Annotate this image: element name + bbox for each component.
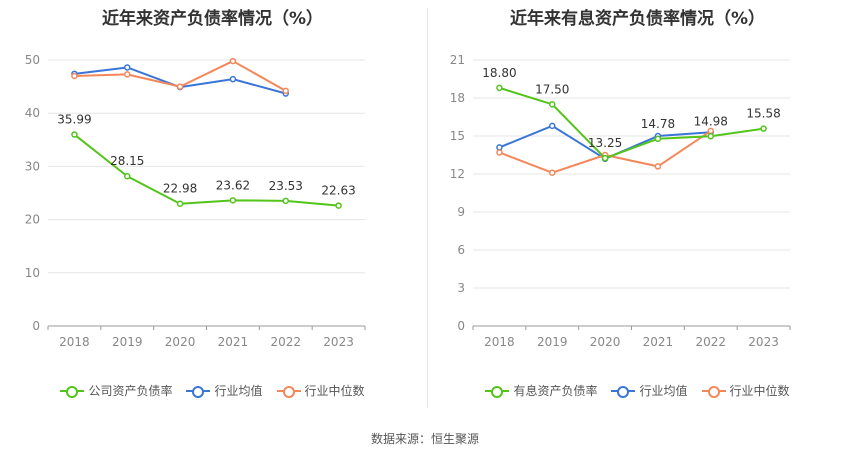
data-point: [282, 87, 289, 95]
legend-swatch: [276, 385, 301, 398]
data-label: 23.62: [216, 178, 250, 192]
chart-title: 近年来有息资产负债率情况（%）: [509, 9, 766, 29]
legend-item[interactable]: 行业均值: [611, 382, 688, 399]
legend-label: 行业均值: [214, 384, 263, 398]
x-tick-label: 2022: [695, 335, 726, 349]
data-point: [654, 163, 662, 170]
series-line: [499, 86, 764, 160]
y-tick-label: 21: [450, 53, 465, 67]
data-label: 17.50: [535, 82, 569, 96]
legend-item[interactable]: 行业中位数: [701, 382, 790, 399]
x-tick-label: 2019: [112, 335, 143, 349]
y-tick-label: 40: [25, 106, 40, 120]
data-label: 14.78: [641, 117, 675, 131]
chart-legend: 公司资产负债率 行业均值 行业中位数: [0, 382, 425, 399]
data-point: [71, 131, 78, 138]
series-line: [73, 133, 339, 207]
data-label: 22.98: [163, 182, 197, 196]
legend-swatch: [701, 385, 726, 398]
x-tick-label: 2022: [270, 335, 301, 349]
data-label: 18.80: [482, 66, 516, 80]
chart-panel-interest-debt-ratio: 近年来有息资产负债率情况（%） 0 3 6 9 12 15 18 21 2018 2019 2020…: [425, 0, 850, 410]
data-label: 28.15: [110, 154, 144, 168]
y-tick-label: 30: [25, 159, 40, 173]
legend-item[interactable]: 行业中位数: [276, 382, 365, 399]
legend-swatch: [485, 385, 510, 398]
data-point: [549, 101, 556, 108]
x-tick-label: 2023: [748, 335, 779, 349]
data-point: [229, 57, 237, 65]
legend-item[interactable]: 行业均值: [186, 382, 263, 399]
chart-title: 近年来资产负债率情况（%）: [101, 9, 324, 29]
data-point: [707, 127, 714, 135]
data-point: [654, 135, 662, 143]
chart-legend: 有息资产负债率 行业均值 行业中位数: [425, 382, 850, 399]
data-label: 13.25: [588, 136, 622, 150]
x-tick-label: 2018: [59, 335, 90, 349]
x-tick-label: 2021: [643, 335, 674, 349]
data-point: [124, 64, 131, 71]
legend-swatch: [60, 385, 85, 398]
data-point: [760, 125, 767, 132]
legend-swatch: [186, 385, 211, 398]
y-tick-label: 20: [25, 213, 40, 227]
data-point: [549, 122, 556, 130]
chart-plot: 0 10 20 30 40 50 2018 2019 2020 2021 2022 2023 35.99…: [25, 53, 366, 349]
y-tick-label: 10: [25, 266, 40, 280]
chart-panel-debt-ratio: 近年来资产负债率情况（%） 0 10 20 30 40 50 2018 2019 2020 202…: [0, 0, 425, 410]
x-tick-label: 2020: [590, 335, 621, 349]
legend-swatch: [611, 385, 636, 398]
legend-item[interactable]: 公司资产负债率: [60, 382, 172, 399]
y-tick-label: 3: [457, 281, 465, 295]
chart-plot: 0 3 6 9 12 15 18 21 2018 2019 2020 2021 2022 2023 18.8…: [450, 53, 791, 349]
data-label: 15.58: [746, 107, 780, 121]
data-source-footer: 数据来源：恒生聚源: [370, 432, 479, 446]
data-point: [496, 149, 503, 156]
y-tick-label: 50: [25, 53, 40, 67]
legend-label: 行业均值: [639, 384, 688, 398]
panel-divider: [427, 8, 428, 408]
y-tick-label: 0: [457, 319, 465, 333]
legend-label: 行业中位数: [304, 384, 365, 398]
y-tick-label: 9: [457, 205, 465, 219]
data-point: [176, 83, 184, 90]
y-tick-label: 18: [450, 91, 465, 105]
data-point: [229, 75, 237, 83]
legend-label: 行业中位数: [729, 384, 790, 398]
data-label: 35.99: [57, 113, 91, 127]
legend-label: 公司资产负债率: [88, 384, 173, 398]
data-point: [496, 84, 503, 92]
legend-item[interactable]: 有息资产负债率: [485, 382, 597, 399]
data-point: [176, 200, 184, 207]
data-label: 14.98: [694, 114, 728, 128]
data-point: [71, 72, 78, 80]
data-point: [707, 133, 714, 140]
data-point: [601, 154, 609, 162]
legend-label: 有息资产负债率: [513, 384, 598, 398]
x-tick-label: 2018: [484, 335, 515, 349]
y-tick-label: 6: [457, 243, 465, 257]
data-point: [229, 197, 237, 204]
data-point: [496, 144, 503, 151]
y-tick-label: 12: [450, 167, 465, 181]
data-label: 22.63: [321, 184, 355, 198]
y-tick-label: 0: [32, 319, 40, 333]
data-point: [335, 202, 342, 209]
x-tick-label: 2020: [165, 335, 196, 349]
data-label: 23.53: [269, 179, 303, 193]
x-tick-label: 2019: [537, 335, 568, 349]
x-tick-label: 2021: [218, 335, 249, 349]
x-tick-label: 2023: [323, 335, 354, 349]
y-tick-label: 15: [450, 129, 465, 143]
data-point: [124, 71, 131, 78]
data-point: [124, 172, 131, 180]
data-point: [282, 197, 289, 205]
data-point: [549, 169, 556, 176]
